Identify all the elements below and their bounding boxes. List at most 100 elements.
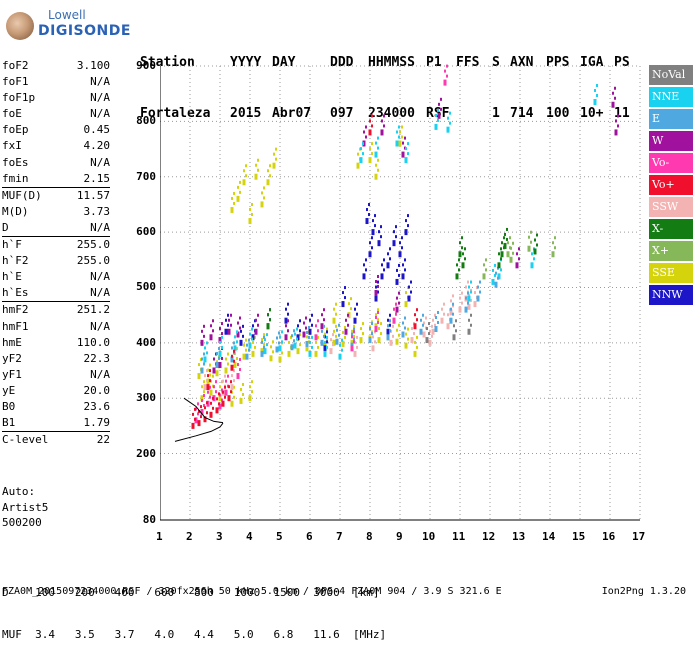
data-point-trail — [206, 379, 208, 383]
data-point-trail — [401, 246, 403, 250]
data-point-trail — [212, 374, 214, 378]
data-point-trail — [474, 291, 476, 295]
trace-fit-curve — [183, 397, 224, 424]
data-point-trail — [221, 345, 223, 349]
data-point-trail — [344, 325, 346, 329]
data-point-x — [527, 245, 531, 252]
data-point-nnw — [365, 218, 369, 225]
data-point-nnw — [368, 251, 372, 258]
data-point-trail — [458, 258, 460, 262]
data-point-trail — [251, 213, 253, 217]
data-point-ssw — [203, 384, 207, 391]
data-point-trail — [594, 88, 596, 92]
data-point-trail — [617, 124, 619, 128]
data-point-trail — [348, 302, 350, 306]
data-point-trail — [449, 111, 451, 115]
data-point-trail — [467, 301, 469, 305]
data-point-trail — [354, 307, 356, 311]
data-point-trail — [303, 321, 305, 325]
data-point-trail — [362, 142, 364, 146]
data-point-trail — [347, 313, 349, 317]
data-point-trail — [308, 325, 310, 329]
data-point-trail — [225, 379, 227, 383]
data-point-trail — [470, 290, 472, 294]
x-tick-label: 11 — [452, 530, 466, 543]
x-tick-label: 16 — [602, 530, 616, 543]
data-point-trail — [351, 335, 353, 339]
data-point-trail — [506, 237, 508, 241]
data-point-x — [551, 251, 555, 258]
data-point-vo — [197, 420, 201, 427]
data-point-trail — [338, 333, 340, 337]
data-point-trail — [398, 291, 400, 295]
data-point-nnw — [386, 328, 390, 335]
parameter-value: 20.0 — [83, 383, 111, 397]
data-point-trail — [438, 102, 440, 106]
data-point-trail — [213, 357, 215, 361]
y-tick-label: 900 — [136, 59, 156, 72]
data-point-trail — [455, 329, 457, 333]
data-point-trail — [402, 141, 404, 145]
parameter-row: fmin 2.15 — [2, 171, 110, 187]
data-point-w — [212, 367, 216, 374]
data-point-trail — [233, 359, 235, 363]
data-point-trail — [375, 313, 377, 317]
data-point-trail — [305, 326, 307, 330]
data-point-trail — [404, 258, 406, 262]
data-point-trail — [383, 114, 385, 118]
data-point-trail — [596, 93, 598, 97]
data-point-trail — [405, 147, 407, 151]
data-point-vo — [374, 325, 378, 332]
data-point-sse — [413, 350, 417, 357]
data-point-trail — [351, 332, 353, 336]
data-point-trail — [441, 307, 443, 311]
data-point-trail — [240, 329, 242, 333]
data-point-trail — [227, 374, 229, 378]
data-point-nnw — [395, 278, 399, 285]
data-point-trail — [317, 345, 319, 349]
data-point-trail — [230, 313, 232, 317]
data-point-trail — [389, 319, 391, 323]
data-point-trail — [371, 246, 373, 250]
data-point-trail — [231, 374, 233, 378]
data-point-trail — [465, 285, 467, 289]
data-point-trail — [236, 346, 238, 350]
data-point-trail — [291, 334, 293, 338]
data-point-trail — [512, 241, 514, 245]
data-point-trail — [267, 169, 269, 173]
data-point-trail — [416, 335, 418, 339]
data-point-trail — [407, 224, 409, 228]
data-point-trail — [461, 246, 463, 250]
data-point-trail — [201, 399, 203, 403]
parameter-value: 4.20 — [83, 139, 111, 153]
data-point-trail — [203, 334, 205, 338]
data-point-trail — [251, 390, 253, 394]
header-label: DDD — [330, 55, 354, 70]
data-point-sse — [218, 395, 222, 402]
data-point-sse — [233, 361, 237, 368]
data-point-e — [335, 338, 339, 345]
data-point-vo — [206, 384, 210, 391]
data-point-trail — [249, 385, 251, 389]
data-point-trail — [201, 357, 203, 361]
data-point-trail — [344, 286, 346, 290]
data-point-trail — [617, 114, 619, 118]
data-point-trail — [450, 299, 452, 303]
data-point-trail — [269, 318, 271, 322]
data-point-trail — [209, 369, 211, 373]
x-tick-label: 9 — [396, 530, 403, 543]
legend-entry: E — [649, 109, 693, 129]
data-point-trail — [218, 402, 220, 406]
legend-entry: X- — [649, 219, 693, 239]
data-point-trail — [362, 332, 364, 336]
data-point-trail — [209, 379, 211, 383]
data-point-trail — [467, 280, 469, 284]
data-point-trail — [227, 323, 229, 327]
data-point-trail — [323, 308, 325, 312]
data-point-trail — [254, 345, 256, 349]
data-point-trail — [353, 327, 355, 331]
data-point-trail — [516, 252, 518, 256]
data-point-trail — [462, 252, 464, 256]
header-value: 10+ — [580, 106, 604, 121]
data-point-trail — [483, 263, 485, 267]
